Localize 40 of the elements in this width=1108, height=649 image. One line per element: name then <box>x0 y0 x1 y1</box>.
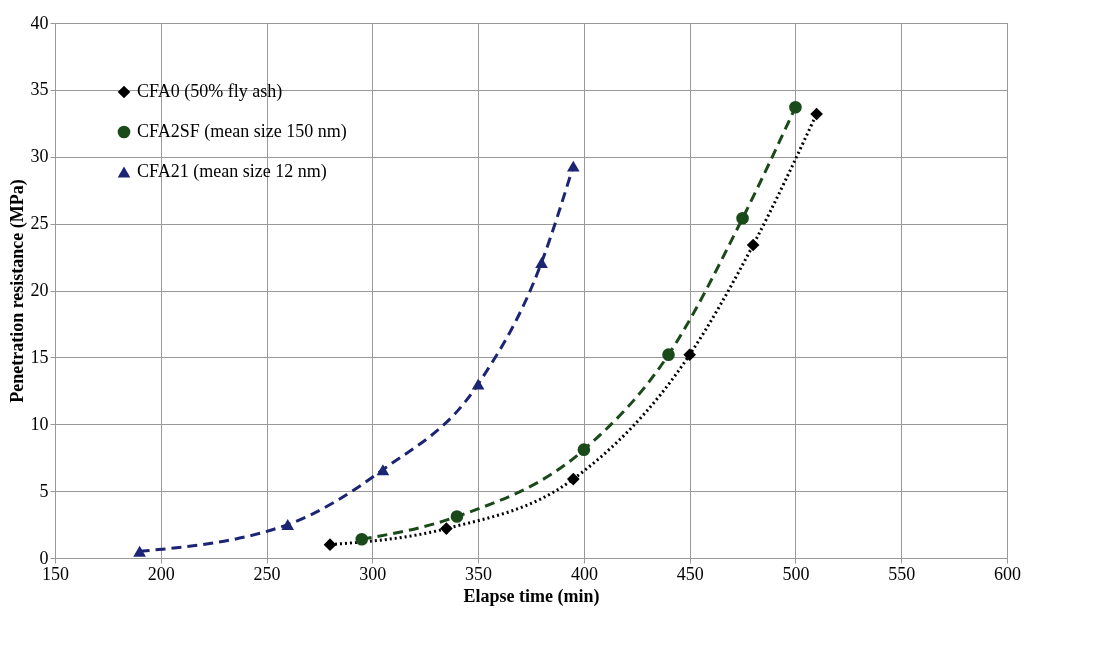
point <box>281 519 295 531</box>
point <box>577 443 591 456</box>
point <box>736 211 749 225</box>
point <box>789 100 802 114</box>
point <box>662 348 675 362</box>
x-tick-label: 500 <box>782 563 810 584</box>
x-axis-title: Elapse time (min) <box>463 585 600 607</box>
y-tick-label: 15 <box>30 346 49 367</box>
legend-label: CFA2SF (mean size 150 nm) <box>137 121 347 142</box>
legend-label: CFA0 (50% fly ash) <box>137 81 283 102</box>
x-tick-label: 250 <box>253 563 281 584</box>
point <box>566 160 580 172</box>
point <box>355 532 369 546</box>
x-tick-label: 400 <box>570 563 598 584</box>
y-axis-title: Penetration resistance (MPa) <box>6 179 28 403</box>
x-tick-label: 450 <box>676 563 704 584</box>
point <box>535 256 548 268</box>
x-tick-label: 600 <box>994 563 1021 584</box>
point <box>471 378 485 390</box>
point <box>810 107 823 121</box>
legend-label: CFA21 (mean size 12 nm) <box>137 161 327 182</box>
y-tick-label: 10 <box>30 413 49 434</box>
point <box>566 472 580 486</box>
y-tick-label: 40 <box>30 12 49 33</box>
point <box>323 538 337 551</box>
y-tick-label: 30 <box>30 146 49 167</box>
y-tick-label: 35 <box>30 79 49 100</box>
point <box>376 464 390 476</box>
x-tick-label: 550 <box>888 563 916 584</box>
point <box>450 510 464 523</box>
point <box>746 238 760 252</box>
x-tick-label: 350 <box>465 563 493 584</box>
y-tick-label: 25 <box>30 213 49 234</box>
point <box>133 545 146 557</box>
y-tick-label: 5 <box>39 480 49 501</box>
point <box>440 522 453 535</box>
y-tick-label: 20 <box>30 280 49 300</box>
x-tick-label: 200 <box>147 563 175 584</box>
x-tick-label: 300 <box>359 563 387 584</box>
point <box>683 348 696 362</box>
